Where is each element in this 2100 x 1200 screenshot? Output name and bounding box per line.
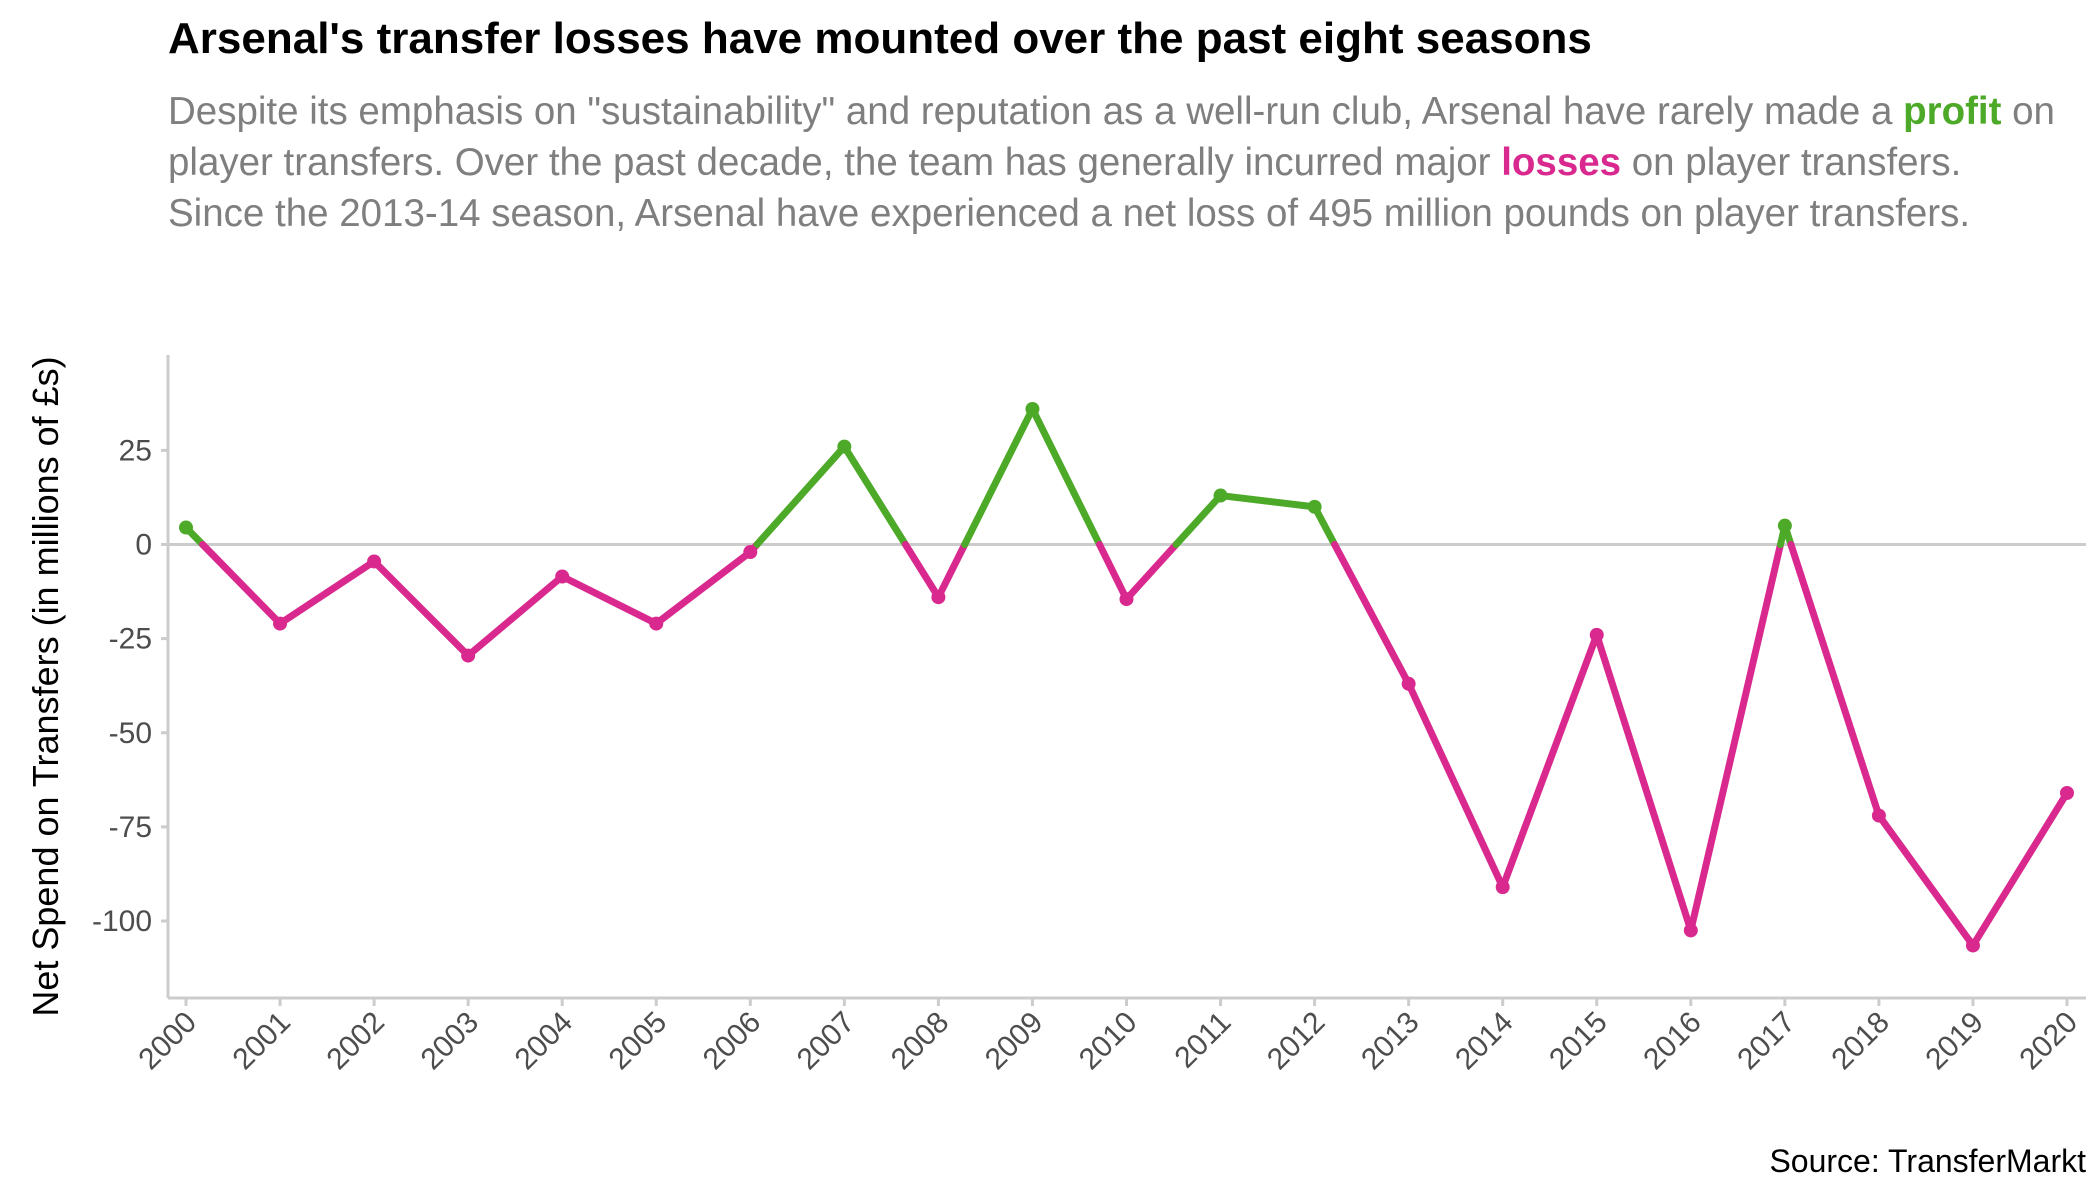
- line-segment: [1687, 541, 1784, 934]
- line-segment: [753, 443, 848, 548]
- x-tick-label: 2020: [2013, 1006, 2084, 1077]
- line-segment: [558, 573, 660, 628]
- x-tick-label: 2008: [885, 1006, 956, 1077]
- subtitle-part-3: on player transfers. Since the 2013-14 s…: [168, 141, 1971, 235]
- data-point-2020: [2060, 785, 2074, 800]
- line-segment: [199, 541, 284, 628]
- subtitle-loss-word: losses: [1501, 141, 1622, 184]
- data-point-2005: [649, 616, 664, 631]
- data-point-2006: [743, 545, 758, 560]
- x-tick-label: 2002: [321, 1006, 392, 1077]
- subtitle-part-1: Despite its emphasis on "sustainability"…: [168, 90, 1904, 133]
- data-point-2002: [367, 554, 382, 569]
- data-point-2016: [1683, 923, 1698, 938]
- y-tick-label: -25: [109, 623, 152, 656]
- x-tick-label: 2007: [791, 1006, 862, 1077]
- x-tick-label: 2006: [697, 1006, 768, 1077]
- x-tick-label: 2014: [1449, 1006, 1520, 1077]
- line-segment: [1311, 503, 1339, 548]
- series-line: [182, 405, 2071, 949]
- x-tick-label: 2015: [1543, 1006, 1614, 1077]
- line-segment: [276, 557, 378, 628]
- line-segment: [1028, 405, 1103, 548]
- data-point-2007: [837, 439, 852, 454]
- data-point-2003: [461, 648, 476, 663]
- data-point-2011: [1213, 488, 1228, 503]
- line-segment: [1787, 541, 1883, 820]
- data-point-2004: [555, 569, 570, 584]
- data-points: [179, 401, 2074, 953]
- y-tick-label: -50: [109, 717, 152, 750]
- line-segment: [1969, 789, 2071, 949]
- y-axis-title: Net Spend on Transfers (in millions of £…: [25, 356, 66, 1016]
- x-tick-label: 2017: [1731, 1006, 1802, 1077]
- line-segment: [652, 548, 754, 628]
- line-segment: [901, 541, 942, 601]
- data-point-2012: [1307, 499, 1322, 514]
- y-tick-label: -100: [92, 905, 152, 938]
- y-tick-label: 25: [119, 434, 152, 467]
- x-tick-label: 2018: [1825, 1006, 1896, 1077]
- x-tick-label: 2013: [1355, 1006, 1426, 1077]
- chart-title: Arsenal's transfer losses have mounted o…: [168, 14, 1592, 63]
- data-point-2019: [1965, 938, 1980, 953]
- chart-subtitle: Despite its emphasis on "sustainability"…: [168, 86, 2068, 239]
- line-segment: [1593, 631, 1695, 934]
- y-tick-label: 0: [135, 529, 152, 562]
- line-segment: [934, 541, 969, 601]
- line-segment: [464, 573, 566, 660]
- axes: [161, 355, 2086, 1006]
- line-segment: [1172, 492, 1225, 548]
- source-note: Source: TransferMarkt: [1769, 1143, 2086, 1179]
- data-point-2000: [179, 520, 193, 535]
- y-tick-label: -75: [109, 811, 152, 844]
- line-segment: [1499, 631, 1601, 891]
- data-point-2018: [1871, 808, 1886, 823]
- line-segment: [961, 405, 1036, 548]
- line-segment: [1123, 541, 1180, 603]
- x-tick-label: 2009: [979, 1006, 1050, 1077]
- line-segment: [1875, 812, 1977, 949]
- x-tick-label: 2001: [226, 1006, 297, 1077]
- x-tick-label: 2005: [603, 1006, 674, 1077]
- line-segment: [370, 557, 472, 660]
- x-tick-label: 2019: [1919, 1006, 1990, 1077]
- data-point-2001: [273, 616, 288, 631]
- data-point-2014: [1495, 880, 1510, 895]
- line-segment: [1095, 541, 1130, 603]
- data-point-2008: [931, 590, 946, 605]
- x-tick-label: 2010: [1073, 1006, 1144, 1077]
- line-segment: [1217, 492, 1319, 511]
- data-point-2009: [1025, 401, 1040, 416]
- line-segment: [840, 443, 909, 548]
- x-tick-label: 2016: [1637, 1006, 1708, 1077]
- tick-labels: 25 0 -25 -50 -75 -100 2000 2001 2002 2003 2004 2005…: [25, 356, 2084, 1076]
- data-point-2017: [1777, 518, 1792, 533]
- data-point-2015: [1589, 627, 1604, 642]
- x-tick-label: 2012: [1261, 1006, 1332, 1077]
- x-tick-label: 2004: [509, 1006, 580, 1077]
- line-segment: [1331, 541, 1413, 688]
- line-segment: [1405, 680, 1507, 891]
- subtitle-profit-word: profit: [1903, 90, 2002, 133]
- x-tick-label: 2000: [132, 1006, 203, 1077]
- data-point-2013: [1401, 676, 1416, 691]
- x-tick-label: 2003: [415, 1006, 486, 1077]
- data-point-2010: [1119, 592, 1134, 607]
- x-tick-label: 2011: [1169, 1006, 1238, 1075]
- subtitle-part-2: on player transfers. Over the past decad…: [168, 90, 2055, 184]
